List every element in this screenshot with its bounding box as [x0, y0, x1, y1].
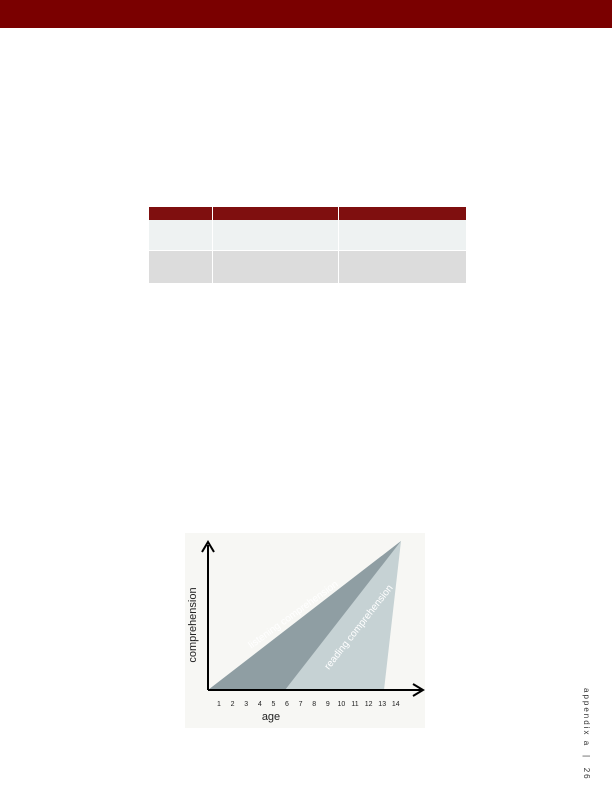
table-row: [149, 220, 466, 251]
x-axis-label: age: [262, 711, 280, 723]
table-cell: [212, 250, 339, 283]
header-bar: [0, 0, 612, 28]
x-tick-labels: 1 2 3 4 5 6 7 8 9 10 11 12 13 14: [217, 701, 400, 708]
x-tick-label: 2: [231, 701, 235, 708]
x-tick-label: 13: [378, 701, 386, 708]
listening-comprehension-region: [208, 541, 401, 690]
x-tick-label: 14: [392, 701, 400, 708]
x-tick-label: 11: [351, 701, 358, 708]
x-tick-label: 8: [312, 701, 316, 708]
table-header-row: [149, 207, 466, 220]
x-tick-label: 5: [271, 701, 275, 708]
x-axis-arrow-icon: [412, 683, 425, 697]
x-tick-label: 10: [338, 701, 346, 708]
y-axis-arrow-icon: [201, 540, 215, 553]
x-tick-label: 1: [217, 701, 221, 708]
table-cell: [338, 220, 466, 251]
x-tick-label: 3: [244, 701, 248, 708]
table-cell: [338, 250, 466, 283]
comprehension-age-figure: 1 2 3 4 5 6 7 8 9 10 11 12 13 14 comprehension age li…: [185, 533, 425, 728]
x-tick-label: 4: [258, 701, 262, 708]
page-number: 26: [582, 767, 591, 781]
x-tick-label: 9: [326, 701, 330, 708]
footer-separator: |: [582, 755, 591, 760]
table-cell: [212, 220, 339, 251]
table-row: [149, 250, 466, 283]
table-cell: [149, 220, 213, 251]
table-header-cell: [338, 207, 466, 220]
table-header-cell: [212, 207, 339, 220]
x-tick-label: 6: [285, 701, 289, 708]
page-footer: appendix a | 26: [577, 688, 591, 781]
table-cell: [149, 250, 213, 283]
footer-section-label: appendix a: [582, 688, 591, 748]
x-tick-label: 7: [299, 701, 303, 708]
x-tick-label: 12: [365, 701, 373, 708]
data-table: [149, 207, 466, 283]
y-axis-label: comprehension: [187, 587, 199, 662]
comprehension-diagram: 1 2 3 4 5 6 7 8 9 10 11 12 13 14 comprehension age li…: [185, 533, 425, 728]
table-header-cell: [149, 207, 213, 220]
